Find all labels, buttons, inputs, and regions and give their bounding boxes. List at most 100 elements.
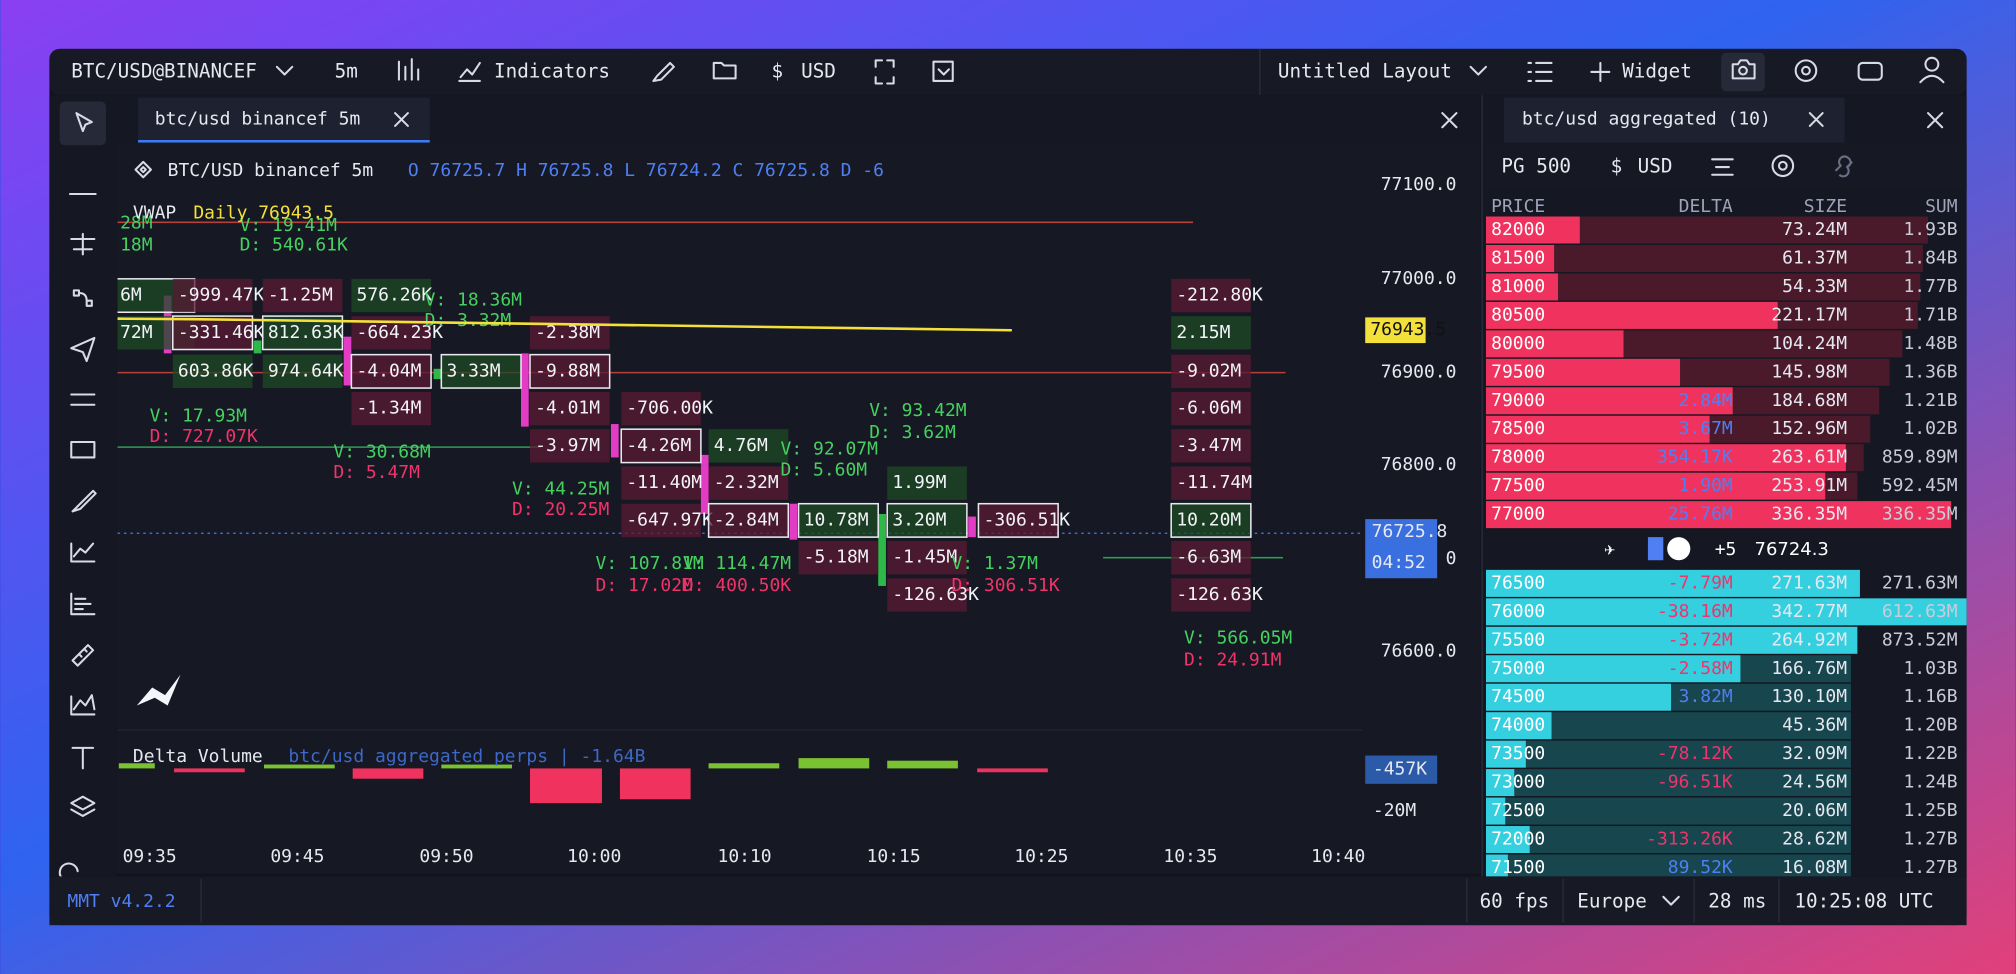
indicators-button[interactable]: Indicators bbox=[494, 59, 610, 82]
layers-tool[interactable] bbox=[70, 795, 96, 817]
footprint-cell: 10.20M bbox=[1176, 509, 1241, 530]
bar-delta: D: 5.60M bbox=[781, 459, 868, 480]
level-size: 28.62M bbox=[1782, 829, 1847, 850]
rectangle-tool[interactable] bbox=[70, 440, 96, 459]
footprint-cell-bg bbox=[1171, 466, 1251, 500]
parallel-tool[interactable] bbox=[70, 393, 96, 406]
price-axis-label: 76900.0 bbox=[1381, 362, 1457, 383]
footprint-cell: 603.86K bbox=[178, 360, 254, 381]
footprint-cell: -331.46K bbox=[178, 322, 265, 343]
chart-tab[interactable] bbox=[138, 97, 430, 143]
level-sum: 1.24B bbox=[1903, 772, 1957, 793]
chart-tab-title[interactable]: btc/usd binancef 5m bbox=[155, 109, 361, 130]
exchange-badge bbox=[1667, 537, 1691, 561]
tab-close[interactable] bbox=[1808, 112, 1824, 127]
footprint-cell: -2.84M bbox=[714, 509, 779, 530]
user-icon-body bbox=[1919, 74, 1945, 84]
level-delta: -7.79M bbox=[1668, 572, 1733, 593]
footprint-cell: 3.20M bbox=[892, 509, 946, 530]
settings-icon[interactable] bbox=[1771, 154, 1795, 178]
footprint-cell-bg bbox=[1171, 578, 1251, 612]
panel-close[interactable] bbox=[1441, 112, 1458, 129]
level-sum: 859.89M bbox=[1882, 447, 1958, 468]
currency-button[interactable]: USD bbox=[801, 59, 836, 82]
link-icon[interactable] bbox=[1834, 155, 1853, 178]
orderbook-currency[interactable]: USD bbox=[1638, 155, 1673, 178]
indicator-tool[interactable] bbox=[70, 542, 96, 563]
depth-bar bbox=[1486, 683, 1672, 711]
footprint-cell-bg bbox=[887, 466, 967, 500]
level-sum: 592.45M bbox=[1882, 475, 1958, 496]
price-axis-label: 77000.0 bbox=[1381, 268, 1457, 289]
chart-type-icon[interactable] bbox=[397, 58, 420, 81]
mid-price: 76724.3 bbox=[1755, 539, 1829, 560]
volume-profile-tool[interactable] bbox=[70, 592, 96, 616]
depth-bar-cumulative bbox=[1486, 797, 1851, 825]
text-tool[interactable] bbox=[71, 746, 95, 770]
fullscreen-icon[interactable] bbox=[874, 59, 895, 85]
footprint-cell: 4.76M bbox=[714, 435, 768, 456]
level-delta: 3.67M bbox=[1679, 418, 1733, 439]
screenshot-menu-icon[interactable] bbox=[932, 60, 954, 82]
price-level: 77000 bbox=[1491, 504, 1545, 525]
toolbar-items: BTC/USD@BINANCEF 5m Indicators $ USD Unt… bbox=[71, 48, 1945, 96]
price-level: 79500 bbox=[1491, 361, 1545, 382]
footprint-cell: -2.32M bbox=[714, 472, 779, 493]
depth-bar bbox=[1486, 769, 1515, 797]
cursor-tool-active[interactable] bbox=[59, 101, 106, 146]
depth-bar bbox=[1486, 216, 1580, 244]
measure-tool[interactable] bbox=[70, 694, 96, 716]
brush-tool[interactable] bbox=[71, 489, 97, 513]
panel-close[interactable] bbox=[1927, 112, 1944, 129]
path-tool[interactable] bbox=[72, 289, 93, 307]
vwap-line bbox=[117, 317, 1012, 332]
grouping-button[interactable]: PG 500 bbox=[1501, 155, 1571, 178]
fib-tool[interactable] bbox=[70, 232, 96, 256]
level-size: 61.37M bbox=[1782, 247, 1847, 268]
footprint-cell-bg bbox=[1171, 540, 1251, 575]
depth-bar bbox=[1486, 740, 1526, 768]
align-icon[interactable] bbox=[1711, 158, 1734, 176]
orderbook-tab-title[interactable]: btc/usd aggregated (10) bbox=[1522, 109, 1771, 130]
level-size: 221.17M bbox=[1771, 304, 1847, 325]
tab-close[interactable] bbox=[394, 112, 409, 127]
level-sum: 1.03B bbox=[1903, 658, 1957, 679]
time-axis-label: 10:40 bbox=[1311, 846, 1365, 867]
symbol-selector[interactable]: BTC/USD@BINANCEF bbox=[71, 59, 257, 82]
arrow-tool[interactable] bbox=[70, 336, 96, 363]
footprint-cell: -212.80K bbox=[1176, 285, 1263, 306]
level-size: 54.33M bbox=[1782, 276, 1847, 297]
delta-volume-bar bbox=[529, 768, 602, 804]
footprint-cell-bg bbox=[351, 354, 432, 389]
footprint-cell-bg bbox=[529, 354, 610, 389]
draw-icon[interactable] bbox=[652, 61, 675, 82]
depth-bar bbox=[1486, 598, 1967, 626]
ruler-tool[interactable] bbox=[71, 644, 95, 667]
price-level: 78000 bbox=[1491, 447, 1545, 468]
settings-icon[interactable] bbox=[1794, 59, 1818, 82]
user-icon[interactable] bbox=[1924, 56, 1940, 72]
price-axis-label: 0 bbox=[1446, 548, 1457, 569]
layout-selector[interactable]: Untitled Layout bbox=[1278, 59, 1452, 82]
clock: 10:25:08 UTC bbox=[1794, 890, 1933, 913]
footprint-cell: -2.38M bbox=[535, 322, 600, 343]
bot-icon[interactable] bbox=[1857, 61, 1883, 81]
level-size: 24.56M bbox=[1782, 772, 1847, 793]
list-icon[interactable] bbox=[1527, 61, 1553, 82]
currency-symbol: $ bbox=[1611, 155, 1623, 178]
level-delta: 1.90M bbox=[1679, 475, 1733, 496]
region-selector[interactable]: Europe bbox=[1577, 890, 1647, 913]
folder-icon[interactable] bbox=[712, 61, 737, 80]
price-level: 80500 bbox=[1491, 304, 1545, 325]
depth-bar bbox=[1486, 301, 1778, 329]
depth-bar-cumulative bbox=[1486, 740, 1851, 768]
orderbook-tab[interactable] bbox=[1503, 97, 1845, 143]
widget-button[interactable]: Widget bbox=[1622, 59, 1692, 82]
depth-bar bbox=[1486, 472, 1826, 500]
time-axis-label: 09:35 bbox=[123, 846, 177, 867]
footprint-cell: -126.63K bbox=[892, 584, 979, 605]
cursor-tool[interactable] bbox=[75, 112, 93, 133]
bar-delta: D: 727.07K bbox=[150, 426, 258, 447]
camera-button[interactable] bbox=[1721, 52, 1765, 92]
timeframe[interactable]: 5m bbox=[335, 59, 358, 82]
